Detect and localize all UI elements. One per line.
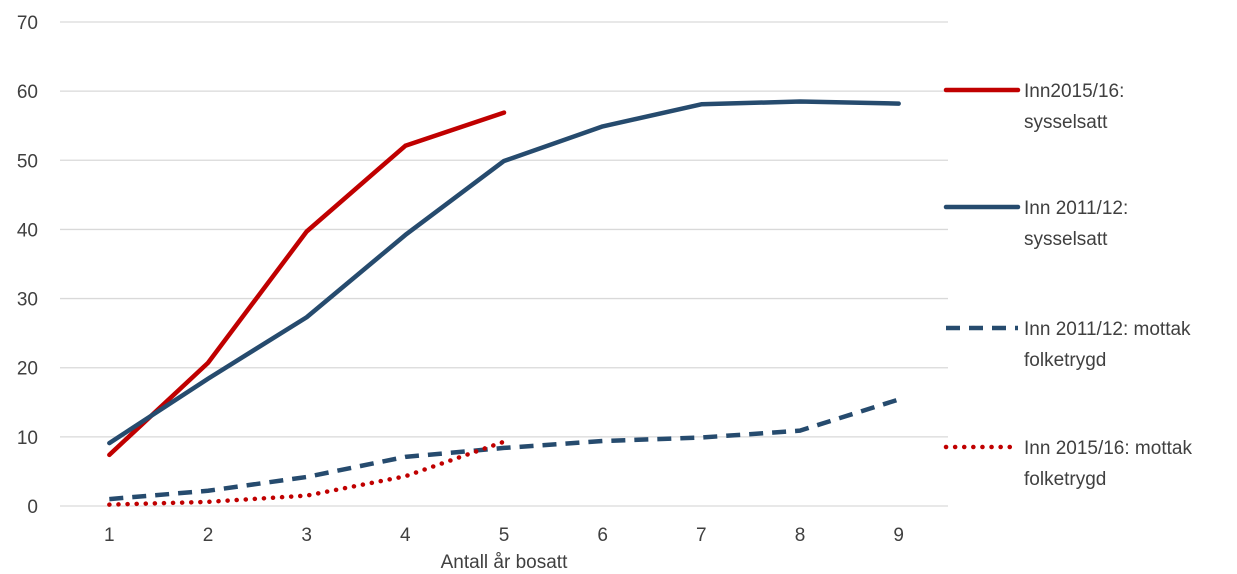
series-line-1: [107, 99, 901, 446]
series-line-0: [107, 110, 507, 458]
legend-item-1: Inn 2011/12: sysselsatt: [943, 198, 1128, 250]
legend-label-3-line1: Inn 2015/16: mottak: [1024, 438, 1192, 459]
legend-item-3: Inn 2015/16: mottak folketrygd: [943, 438, 1192, 490]
x-axis-title: Antall år bosatt: [441, 552, 568, 573]
y-tick-label: 40: [17, 220, 38, 241]
series-line-3: [107, 439, 507, 507]
legend-label-1-line2: sysselsatt: [1024, 229, 1108, 250]
x-tick-label: 9: [893, 525, 904, 546]
y-tick-label: 20: [17, 359, 38, 380]
legend-label-0-line1: Inn2015/16:: [1024, 81, 1124, 102]
series-lines: [107, 99, 901, 507]
legend-item-0: Inn2015/16: sysselsatt: [943, 81, 1124, 133]
y-axis-ticks: 0 10 20 30 40 50 60 70: [17, 13, 38, 518]
legend-item-2: Inn 2011/12: mottak folketrygd: [946, 319, 1191, 371]
x-tick-label: 4: [400, 525, 411, 546]
legend-label-2-line1: Inn 2011/12: mottak: [1024, 319, 1191, 340]
x-tick-label: 1: [104, 525, 115, 546]
series-line-2: [109, 397, 900, 502]
x-axis-ticks: 1 2 3 4 5 6 7 8 9: [104, 525, 904, 546]
y-tick-label: 30: [17, 290, 38, 311]
legend-label-2-line2: folketrygd: [1024, 350, 1106, 371]
y-tick-label: 10: [17, 428, 38, 449]
legend-label-0-line2: sysselsatt: [1024, 112, 1108, 133]
y-tick-label: 60: [17, 82, 38, 103]
y-tick-label: 50: [17, 151, 38, 172]
y-tick-label: 70: [17, 13, 38, 34]
x-tick-label: 7: [696, 525, 707, 546]
x-tick-label: 5: [499, 525, 510, 546]
legend-label-3-line2: folketrygd: [1024, 469, 1106, 490]
gridlines: [60, 21, 948, 507]
x-tick-label: 3: [301, 525, 312, 546]
y-tick-label: 0: [27, 497, 38, 518]
x-tick-label: 8: [795, 525, 806, 546]
legend-label-1-line1: Inn 2011/12:: [1024, 198, 1128, 219]
x-tick-label: 6: [597, 525, 608, 546]
legend: Inn2015/16: sysselsatt Inn 2011/12: syss…: [943, 81, 1192, 490]
x-tick-label: 2: [203, 525, 214, 546]
